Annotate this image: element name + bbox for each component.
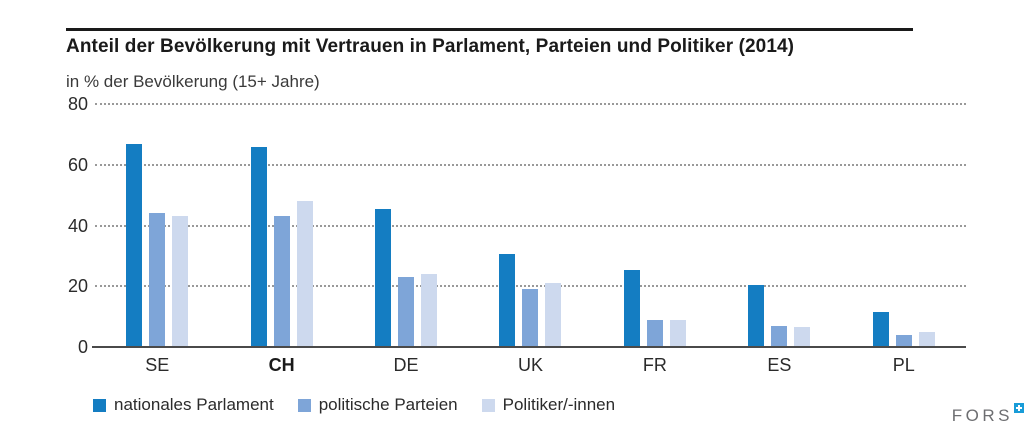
bar-group-pl [842, 104, 966, 347]
bar-group-ch [219, 104, 343, 347]
gridline-40 [95, 224, 966, 227]
gridline-60 [95, 163, 966, 166]
x-axis-labels: SE CH DE UK FR ES PL [95, 355, 966, 376]
bar-es-politische-parteien [771, 325, 788, 347]
bar-pl-politische-parteien [895, 334, 912, 347]
bar-fr-nationales-parlament [623, 269, 640, 347]
y-tick-label-60: 60 [67, 154, 88, 175]
x-tick-label-de: DE [393, 355, 419, 375]
x-tick-label-fr: FR [642, 355, 667, 375]
bar-ch-nationales-parlament [250, 146, 267, 347]
bar-fr-politiker-innen [669, 319, 686, 347]
bar-uk-politische-parteien [522, 289, 539, 347]
bar-uk-politiker-innen [545, 283, 562, 347]
bar-se-politiker-innen [172, 216, 189, 347]
bar-group-uk [468, 104, 592, 347]
gridline-20 [95, 285, 966, 288]
bar-group-fr [593, 104, 717, 347]
title-rule [66, 28, 913, 31]
chart-subtitle: in % der Bevölkerung (15+ Jahre) [66, 72, 320, 91]
bar-groups [95, 104, 966, 347]
bar-se-nationales-parlament [126, 143, 143, 347]
gridline-80 [95, 103, 966, 105]
y-tick-label-80: 80 [67, 94, 88, 114]
bar-pl-nationales-parlament [872, 312, 889, 347]
chart-title: Anteil der Bevölkerung mit Vertrauen in … [66, 36, 795, 57]
bar-uk-nationales-parlament [499, 254, 516, 347]
legend-label: politische Parteien [318, 395, 458, 414]
bar-group-de [344, 104, 468, 347]
bar-es-politiker-innen [794, 327, 811, 347]
legend-swatch-icon [481, 399, 495, 412]
y-axis-labels: 0 20 40 60 80 [40, 94, 88, 357]
bar-se-politische-parteien [149, 213, 166, 347]
bar-es-nationales-parlament [748, 284, 765, 347]
y-tick-label-0: 0 [77, 337, 88, 357]
bar-group-se [95, 104, 219, 347]
legend-item-politische-parteien: politische Parteien [297, 395, 458, 415]
legend-swatch-icon [93, 399, 106, 412]
bar-de-politiker-innen [421, 274, 438, 347]
plot-area [92, 103, 966, 348]
legend-item-politiker-innen: Politiker/-innen [481, 395, 616, 415]
bar-fr-politische-parteien [646, 319, 663, 347]
x-tick-label-ch: CH [268, 355, 295, 375]
legend-swatch-icon [297, 399, 311, 412]
x-tick-label-se: SE [145, 355, 170, 375]
legend: nationales Parlament politische Parteien P… [93, 395, 615, 415]
bar-de-nationales-parlament [375, 208, 392, 347]
x-tick-label-es: ES [767, 355, 792, 375]
bar-ch-politische-parteien [273, 216, 290, 347]
fors-logo: FORS [952, 403, 1024, 427]
y-tick-label-20: 20 [67, 276, 88, 297]
x-axis-line [92, 346, 966, 348]
bar-de-politische-parteien [398, 277, 415, 347]
bar-ch-politiker-innen [296, 201, 313, 347]
fors-plus-icon [1014, 403, 1024, 413]
y-tick-label-40: 40 [67, 215, 88, 236]
x-tick-label-pl: PL [892, 355, 915, 375]
legend-item-nationales-parlament: nationales Parlament [93, 395, 274, 415]
x-tick-label-uk: UK [517, 355, 543, 375]
bar-pl-politiker-innen [918, 331, 935, 347]
bar-group-es [717, 104, 841, 347]
legend-label: Politiker/-innen [502, 395, 616, 414]
legend-label: nationales Parlament [114, 395, 274, 414]
fors-logo-text: FORS [951, 406, 1013, 425]
